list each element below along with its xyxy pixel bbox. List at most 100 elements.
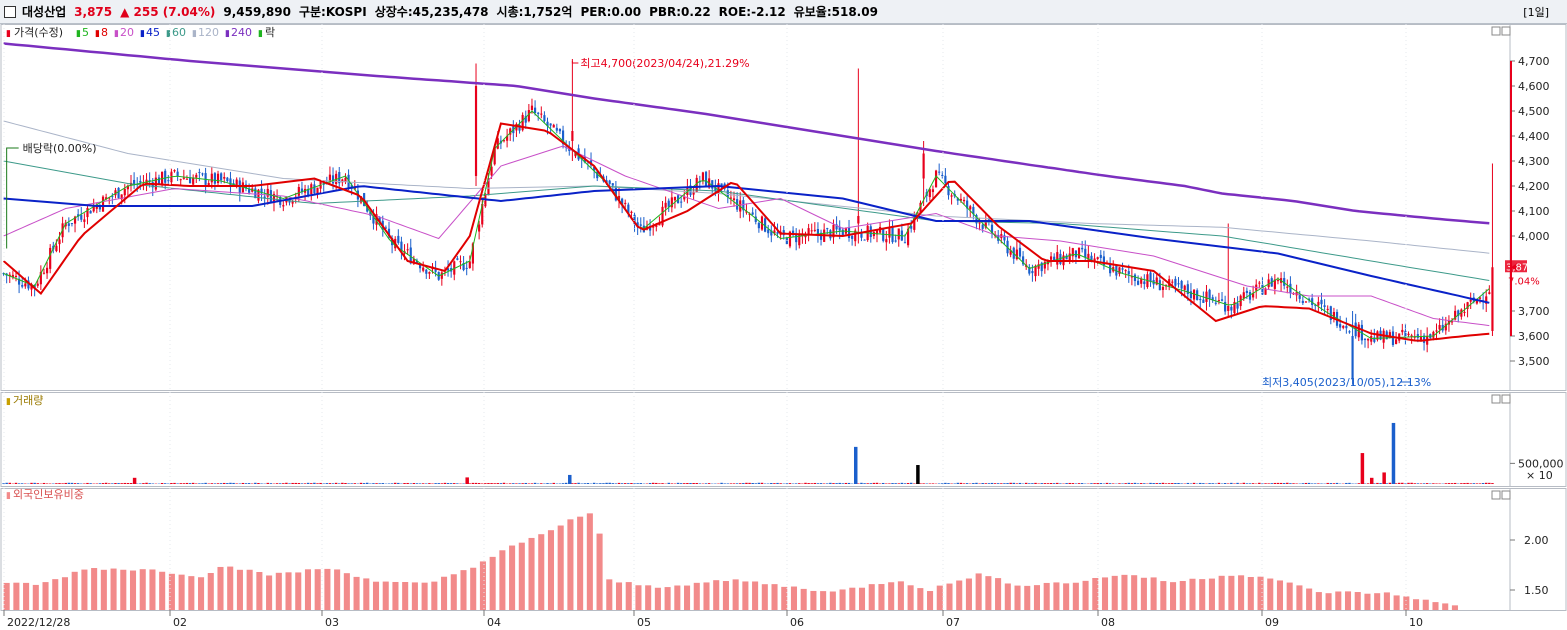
volume-bar	[941, 483, 944, 484]
candle-body	[1109, 264, 1112, 274]
foreign-bar	[547, 530, 555, 610]
candle-body	[1298, 295, 1301, 299]
volume-bar	[1332, 483, 1336, 484]
candle-body	[338, 172, 341, 184]
candle-body	[1189, 291, 1193, 299]
candle-body	[1031, 270, 1034, 274]
volume-bar	[347, 483, 350, 484]
volume-bar	[1357, 483, 1361, 484]
candle-body	[1102, 256, 1105, 266]
period-button[interactable]: [1일]	[1523, 6, 1549, 19]
foreign-bar	[324, 568, 331, 610]
foreign-bar	[693, 582, 700, 610]
panel-maximize-icon[interactable]	[1501, 394, 1511, 404]
volume-bar	[453, 483, 456, 484]
candle-body	[1093, 258, 1096, 262]
candle-body	[316, 187, 319, 195]
candle-body	[533, 107, 537, 114]
foreign-title: 외국인보유비중	[13, 488, 84, 501]
candle-body	[506, 135, 509, 141]
volume-bar	[1208, 483, 1211, 484]
x-tick-label: 03	[325, 616, 339, 629]
panel-maximize-icon[interactable]	[1501, 490, 1511, 500]
foreign-bar	[722, 581, 729, 610]
foreign-bar	[402, 582, 409, 610]
candle-body	[384, 227, 387, 229]
select-checkbox[interactable]	[4, 5, 16, 18]
candle-body	[1161, 286, 1165, 290]
legend-ma-120: 120	[198, 26, 219, 39]
volume-bar	[446, 483, 450, 484]
panel-minimize-icon[interactable]	[1491, 490, 1501, 500]
candle-body	[1099, 254, 1102, 259]
candle-body	[1463, 311, 1466, 313]
panel-minimize-icon[interactable]	[1491, 26, 1501, 36]
volume-bar	[201, 483, 204, 484]
y-tick-label: 4,500	[1518, 105, 1550, 118]
panel-minimize-icon[interactable]	[1491, 394, 1501, 404]
candle-body	[969, 206, 972, 210]
candle-body	[440, 272, 443, 279]
candle-body	[1118, 267, 1121, 274]
candle-body	[229, 178, 232, 186]
foreign-bar	[1024, 585, 1031, 610]
candle-body	[813, 229, 816, 231]
volume-bar	[1401, 482, 1404, 484]
candle-body	[552, 124, 555, 128]
volume-bar	[30, 482, 33, 484]
volume-bar	[496, 483, 500, 484]
volume-bar	[909, 482, 913, 484]
candle-body	[1192, 289, 1196, 300]
foreign-bar	[1199, 579, 1206, 610]
volume-bar	[623, 483, 627, 484]
volume-bar	[257, 482, 260, 484]
foreign-bar	[236, 569, 243, 610]
volume-bar	[1108, 483, 1112, 484]
volume-bar	[944, 482, 947, 484]
volume-bar	[325, 483, 329, 484]
candle-body	[838, 226, 841, 231]
foreign-bar	[411, 582, 418, 610]
volume-bar	[1248, 483, 1252, 484]
volume-bar	[1015, 483, 1019, 484]
volume-bar	[1052, 483, 1056, 484]
volume-bar	[182, 483, 186, 484]
candle-body	[1450, 321, 1454, 323]
candle-body	[254, 188, 257, 199]
candle-body	[1373, 337, 1376, 342]
volume-bar	[1373, 483, 1376, 484]
foreign-bar	[460, 570, 467, 610]
candle-body	[1258, 282, 1261, 284]
foreign-bar	[1315, 592, 1322, 610]
foreign-bar	[227, 566, 234, 610]
candle-body	[1230, 306, 1233, 311]
candle-body	[502, 140, 506, 142]
candle-body	[1438, 325, 1441, 330]
stock-chart[interactable]: 4,700 4,600 4,500 4,400 4,300 4,200 4,100 4,000…	[0, 24, 1567, 630]
volume-bar	[1410, 482, 1413, 484]
panel-maximize-icon[interactable]	[1501, 26, 1511, 36]
volume-bar	[990, 482, 994, 484]
volume-bar	[627, 483, 630, 484]
candle-body	[913, 214, 916, 230]
legend-fall: 락	[265, 26, 275, 39]
foreign-bar	[314, 569, 321, 610]
candle-body	[83, 219, 86, 222]
legend-ma-20: 20	[120, 26, 134, 39]
candle-body	[89, 210, 92, 214]
candle-body	[1205, 291, 1208, 302]
volume-bar	[661, 483, 664, 484]
foreign-bar	[61, 577, 69, 610]
candle-body	[446, 268, 450, 271]
candle-body	[1236, 303, 1239, 309]
volume-bar	[328, 483, 332, 484]
candle-body	[400, 241, 403, 253]
volume-bar	[176, 483, 179, 484]
candle-body	[73, 216, 77, 224]
volume-bar	[1230, 482, 1233, 484]
foreign-bar	[1374, 593, 1381, 610]
foreign-bar	[1228, 575, 1235, 610]
y-tick-label: 3,500	[1518, 355, 1550, 368]
candle-body	[86, 207, 89, 218]
volume-bar	[1379, 483, 1382, 484]
